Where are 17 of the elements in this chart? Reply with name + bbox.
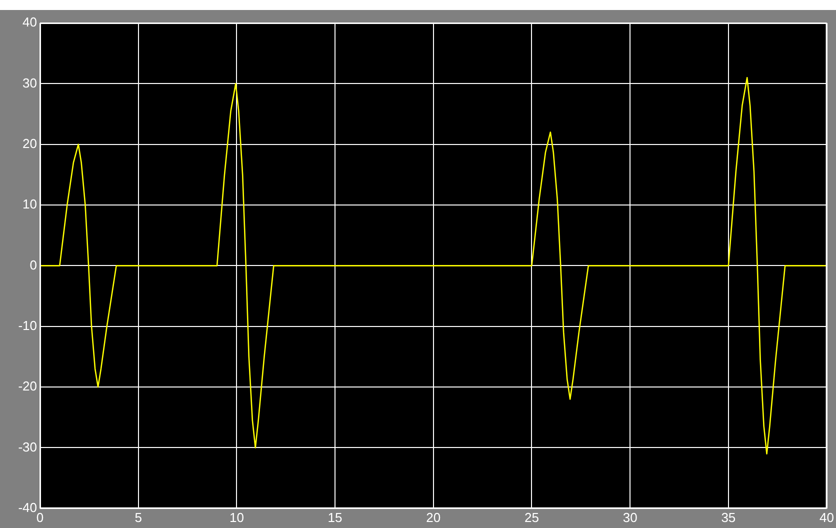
y-tick-label: 20 — [22, 136, 37, 151]
y-tick-label: -40 — [18, 500, 37, 515]
y-tick-label: -30 — [18, 439, 37, 454]
x-tick-label: 40 — [820, 510, 834, 525]
x-tick-label: 5 — [134, 510, 142, 525]
x-tick-label: 30 — [622, 510, 638, 525]
y-tick-label: -20 — [18, 378, 37, 394]
x-tick-label: 35 — [721, 510, 736, 525]
x-tick-label: 15 — [328, 510, 342, 525]
x-tick-label: 25 — [524, 510, 539, 525]
y-tick-label: -10 — [18, 318, 37, 333]
y-tick-label: 40 — [22, 14, 37, 30]
y-tick-label: 30 — [22, 75, 37, 90]
y-tick-label: 0 — [30, 257, 37, 272]
x-tick-label: 20 — [426, 510, 441, 525]
x-tick-label: 10 — [229, 510, 244, 525]
y-tick-label: 10 — [22, 196, 37, 212]
